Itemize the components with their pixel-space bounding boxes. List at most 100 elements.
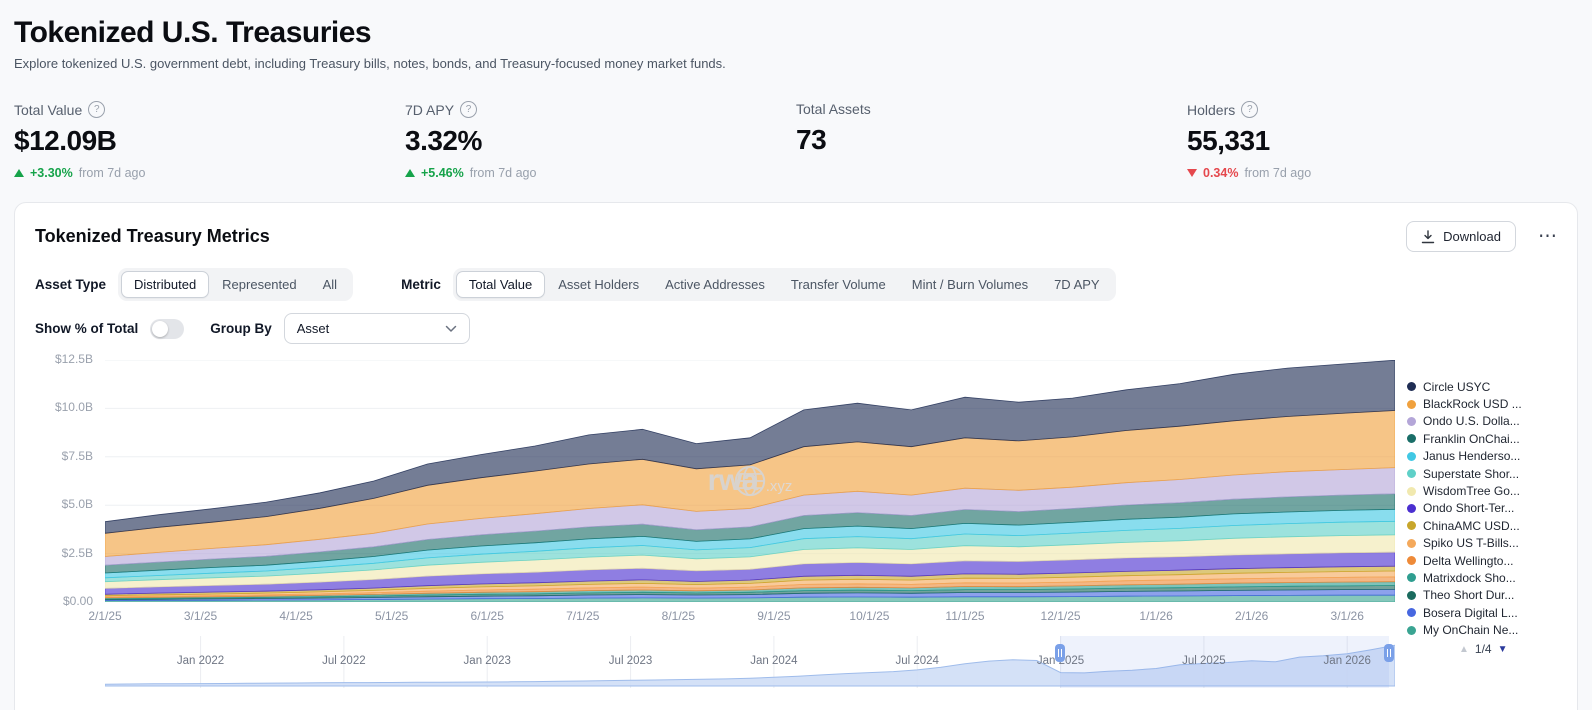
x-tick-label: 4/1/25	[279, 609, 313, 623]
legend-item-circle-usyc[interactable]: Circle USYC	[1407, 378, 1557, 395]
legend-item-theo-short-dur[interactable]: Theo Short Dur...	[1407, 587, 1557, 604]
brush-tick-label: Jan 2023	[463, 655, 511, 667]
x-axis-row: 2/1/25 3/1/25 4/1/25 5/1/25 6/1/25 7/1/25 8/1/…	[35, 602, 1557, 628]
asset-type-label: Asset Type	[35, 277, 107, 292]
stat-block-7d-apy: 7D APY? 3.32% +5.46% from 7d ago	[405, 101, 796, 180]
legend-dot-icon	[1407, 451, 1416, 461]
brush-selection[interactable]	[1059, 636, 1389, 688]
y-tick-label: $2.5B	[61, 545, 93, 560]
x-tick-label: 7/1/25	[566, 609, 600, 623]
legend-item-ondo-short-ter[interactable]: Ondo Short-Ter...	[1407, 500, 1557, 517]
metric-option-transfer-volume[interactable]: Transfer Volume	[790, 277, 886, 292]
brush-tick-label: Jul 2025	[1182, 655, 1226, 667]
page-subtitle: Explore tokenized U.S. government debt, …	[14, 56, 726, 71]
stat-delta-pct: 0.34%	[1203, 166, 1239, 180]
legend-page-down-icon[interactable]: ▼	[1497, 643, 1508, 655]
chevron-down-icon	[445, 325, 457, 332]
legend-page-indicator: 1/4	[1474, 642, 1492, 656]
metric-label: Metric	[401, 277, 441, 292]
more-menu-button[interactable]: ⋯	[1538, 226, 1557, 247]
legend-item-franklin-onchai[interactable]: Franklin OnChai...	[1407, 430, 1557, 447]
brush-tick-label: Jul 2023	[608, 655, 653, 667]
x-tick-label: 5/1/25	[374, 609, 409, 623]
brush-tick-label: Jan 2022	[176, 655, 225, 667]
legend-label: BlackRock USD ...	[1423, 397, 1522, 412]
stat-label-text: 7D APY	[405, 101, 455, 118]
legend-page-up-icon[interactable]: ▲	[1459, 643, 1469, 655]
chart-legend: Circle USYC BlackRock USD ... Ondo U.S. Do…	[1395, 360, 1557, 639]
controls-row-2: Show % of Total Group By Asset	[35, 313, 1557, 344]
legend-item-janus-henderso[interactable]: Janus Henderso...	[1407, 448, 1557, 465]
legend-dot-icon	[1407, 556, 1416, 566]
legend-label: Matrixdock Sho...	[1423, 570, 1516, 585]
legend-label: Circle USYC	[1423, 379, 1491, 394]
stat-value: 73	[796, 124, 827, 155]
legend-dot-icon	[1407, 538, 1416, 548]
download-icon	[1421, 229, 1435, 243]
up-triangle-icon	[405, 169, 415, 177]
brush-handle-right[interactable]	[1383, 644, 1394, 662]
controls-row-1: Asset Type Distributed Represented All Met…	[35, 268, 1557, 301]
show-pct-toggle[interactable]	[150, 318, 185, 339]
legend-label: Delta Wellingto...	[1423, 553, 1514, 568]
x-tick-label: 10/1/25	[849, 609, 890, 623]
asset-type-option-all[interactable]: All	[322, 277, 338, 292]
stat-delta: +5.46% from 7d ago	[405, 166, 796, 180]
stat-label: Holders?	[1187, 101, 1578, 118]
metric-option-total-value[interactable]: Total Value	[455, 271, 546, 298]
legend-item-matrixdock-sho[interactable]: Matrixdock Sho...	[1407, 569, 1557, 586]
x-tick-label: 11/1/25	[945, 609, 985, 623]
legend-item-delta-wellingto[interactable]: Delta Wellingto...	[1407, 552, 1557, 569]
stat-delta: +3.30% from 7d ago	[14, 166, 405, 180]
card-actions: Download ⋯	[1406, 221, 1557, 252]
stat-delta-suffix: from 7d ago	[1244, 166, 1312, 180]
page-title: Tokenized U.S. Treasuries	[14, 16, 372, 49]
legend-item-wisdomtree-go[interactable]: WisdomTree Go...	[1407, 482, 1557, 499]
group-by-dropdown[interactable]: Asset	[283, 313, 470, 344]
group-by-label: Group By	[210, 321, 272, 336]
legend-item-superstate-shor[interactable]: Superstate Shor...	[1407, 465, 1557, 482]
show-pct-label: Show % of Total	[35, 321, 139, 336]
brush-row: Jan 2022 Jul 2022 Jan 2023 Jul 2023 Jan 2024…	[35, 636, 1557, 694]
legend-item-my-onchain-ne[interactable]: My OnChain Ne...	[1407, 621, 1557, 638]
legend-item-chinaamc-usd[interactable]: ChinaAMC USD...	[1407, 517, 1557, 534]
x-tick-label: 3/1/25	[183, 609, 218, 623]
legend-dot-icon	[1407, 573, 1416, 583]
legend-dot-icon	[1407, 625, 1416, 635]
stat-value: $12.09B	[14, 125, 117, 156]
legend-pager: ▲ 1/4 ▼	[1459, 642, 1557, 656]
download-button[interactable]: Download	[1406, 221, 1516, 252]
card-header: Tokenized Treasury Metrics Download ⋯	[35, 221, 1557, 252]
stacked-area-chart[interactable]	[105, 360, 1395, 602]
asset-type-option-represented[interactable]: Represented	[222, 277, 297, 292]
legend-label: ChinaAMC USD...	[1423, 518, 1520, 533]
metric-segmented: Total Value Asset Holders Active Addresses…	[452, 268, 1116, 301]
metric-option-7d-apy[interactable]: 7D APY	[1054, 277, 1100, 292]
legend-item-ondo-u-s-dolla[interactable]: Ondo U.S. Dolla...	[1407, 413, 1557, 430]
help-icon[interactable]: ?	[1241, 101, 1259, 118]
help-icon[interactable]: ?	[460, 101, 478, 118]
legend-dot-icon	[1407, 469, 1416, 479]
metric-option-asset-holders[interactable]: Asset Holders	[558, 277, 640, 292]
series-area-circle-usyc[interactable]	[105, 360, 1395, 534]
stat-delta: 0.34% from 7d ago	[1187, 166, 1578, 180]
stat-label-text: Total Value	[14, 101, 83, 118]
timeline-brush[interactable]: Jan 2022 Jul 2022 Jan 2023 Jul 2023 Jan 2024…	[105, 636, 1395, 694]
brush-handle-left[interactable]	[1054, 644, 1065, 662]
metric-option-active-addresses[interactable]: Active Addresses	[665, 277, 765, 292]
legend-item-bosera-digital-l[interactable]: Bosera Digital L...	[1407, 604, 1557, 621]
metric-option-mint-burn-volumes[interactable]: Mint / Burn Volumes	[911, 277, 1029, 292]
chart-plot[interactable]: rwa .xyz	[105, 360, 1395, 602]
asset-type-option-distributed[interactable]: Distributed	[121, 271, 210, 298]
brush-tick-label: Jul 2024	[895, 655, 939, 667]
toggle-knob	[152, 320, 169, 337]
legend-item-blackrock-usd[interactable]: BlackRock USD ...	[1407, 395, 1557, 412]
help-icon[interactable]: ?	[88, 101, 106, 118]
y-axis: $12.5B $10.0B $7.5B $5.0B $2.5B $0.00	[35, 352, 105, 608]
group-by-value: Asset	[296, 321, 330, 336]
x-tick-label: 9/1/25	[757, 609, 791, 623]
legend-label: Franklin OnChai...	[1423, 431, 1520, 446]
legend-item-spiko-us-t-bills[interactable]: Spiko US T-Bills...	[1407, 535, 1557, 552]
stat-block-holders: Holders? 55,331 0.34% from 7d ago	[1187, 101, 1578, 180]
legend-label: My OnChain Ne...	[1423, 623, 1519, 638]
